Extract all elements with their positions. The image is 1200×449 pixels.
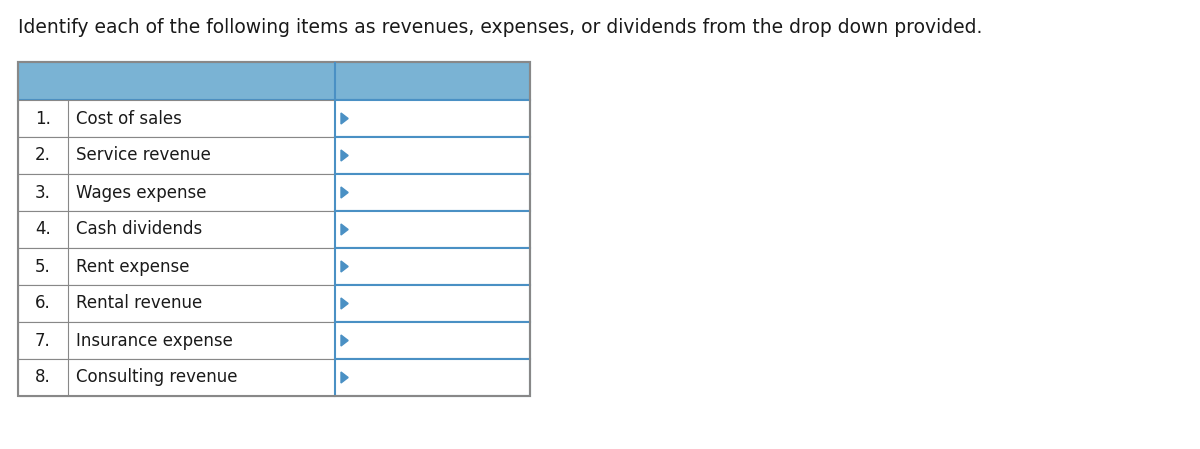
Bar (335, 137, 530, 174)
Bar (335, 100, 530, 137)
Text: Identify each of the following items as revenues, expenses, or dividends from th: Identify each of the following items as … (18, 18, 983, 37)
Text: 6.: 6. (35, 295, 50, 313)
Text: 4.: 4. (35, 220, 50, 238)
Text: 3.: 3. (35, 184, 50, 202)
Text: Service revenue: Service revenue (76, 146, 211, 164)
Text: Rent expense: Rent expense (76, 257, 190, 276)
Bar (335, 285, 530, 322)
Bar (335, 322, 530, 359)
Polygon shape (341, 261, 348, 272)
Bar (335, 359, 530, 396)
Text: Rental revenue: Rental revenue (76, 295, 203, 313)
Bar (335, 174, 530, 211)
Bar (18, 137, 335, 174)
Polygon shape (341, 113, 348, 124)
Text: Insurance expense: Insurance expense (76, 331, 233, 349)
Bar (18, 359, 335, 396)
Text: Cash dividends: Cash dividends (76, 220, 203, 238)
Bar (18, 322, 335, 359)
Bar (335, 248, 530, 285)
Bar (18, 248, 335, 285)
Bar (18, 62, 530, 396)
Bar (18, 174, 335, 211)
Text: Consulting revenue: Consulting revenue (76, 369, 238, 387)
Bar (18, 62, 530, 100)
Bar (18, 211, 335, 248)
Polygon shape (341, 224, 348, 235)
Polygon shape (341, 335, 348, 346)
Bar (335, 211, 530, 248)
Text: 5.: 5. (35, 257, 50, 276)
Text: 2.: 2. (35, 146, 50, 164)
Polygon shape (341, 150, 348, 161)
Text: 1.: 1. (35, 110, 50, 128)
Polygon shape (341, 298, 348, 309)
Text: Cost of sales: Cost of sales (76, 110, 182, 128)
Polygon shape (341, 372, 348, 383)
Polygon shape (341, 187, 348, 198)
Text: 7.: 7. (35, 331, 50, 349)
Bar (18, 100, 335, 137)
Text: Wages expense: Wages expense (76, 184, 206, 202)
Text: 8.: 8. (35, 369, 50, 387)
Bar (18, 285, 335, 322)
